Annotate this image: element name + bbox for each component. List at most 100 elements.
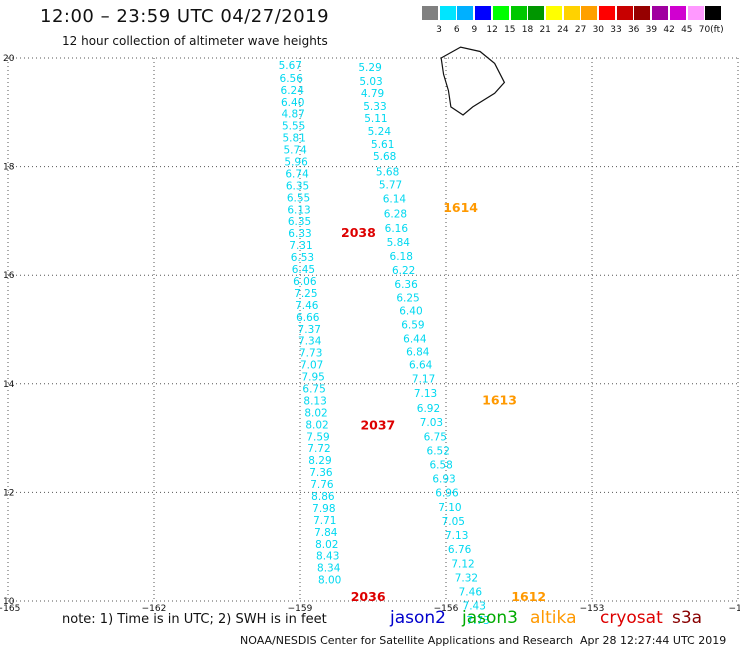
wave-height-value: 7.95 [301,372,324,384]
satellite-jason3: jason3 [462,608,518,628]
wave-height-value: 7.03 [420,417,443,429]
altimeter-tracks: 5.676.566.246.404.875.555.815.745.966.74… [279,60,490,627]
legend-swatch [422,6,438,20]
wave-height-value: 5.29 [358,62,381,74]
wave-height-value: 7.73 [299,348,322,360]
satellite-altika: altika [530,608,577,628]
legend-label: 45 [681,25,693,35]
wave-height-value: 8.34 [317,563,341,575]
legend-label: 36 [627,25,640,35]
wave-height-value: 6.75 [424,431,447,443]
wave-height-value: 5.11 [364,113,387,125]
units-note: note: 1) Time is in UTC; 2) SWH is in fe… [62,612,327,627]
legend-label: 33 [610,25,622,35]
wave-height-value: 8.00 [318,575,341,587]
generated-timestamp: Apr 28 12:27:44 UTC 2019 [580,634,727,647]
wave-height-value: 6.76 [448,544,472,556]
legend-label: 18 [521,25,534,35]
wave-height-value: 8.86 [311,491,335,503]
pass-time-labels: 2038 2037 2036 1614 1613 1612 [341,200,546,604]
map-grid [7,57,739,602]
legend-swatch [457,6,474,20]
legend-swatch [545,6,562,20]
wave-height-value: 7.10 [438,502,461,514]
x-tick-label: −15 [729,604,740,614]
wave-height-value: 6.22 [392,265,415,277]
pass-time-label: 2036 [351,589,386,604]
legend-swatch [599,6,615,20]
wave-height-value: 6.13 [287,204,310,216]
pass-time-label: 1614 [443,200,478,215]
wave-height-value: 7.73 [466,615,489,627]
wave-height-value: 5.96 [284,157,308,169]
legend-label: 12 [486,25,498,35]
wave-height-value: 5.55 [282,121,305,133]
legend-label: 3 [436,25,442,35]
wave-height-value: 5.68 [373,151,396,163]
wave-height-value: 7.84 [314,527,338,539]
wave-height-value: 6.59 [401,319,424,331]
wave-height-value: 5.74 [283,145,307,157]
wave-height-value: 4.79 [361,88,384,100]
wave-height-value: 8.02 [305,419,328,431]
legend-swatch [705,6,722,20]
legend-swatch [439,6,456,20]
wave-height-value: 7.76 [310,479,334,491]
wave-height-value: 7.46 [459,587,483,599]
wave-height-value: 6.93 [432,474,455,486]
wave-height-value: 6.14 [383,193,407,205]
track-east: 5.295.034.795.335.115.245.615.685.685.77… [358,62,489,627]
wave-height-value: 7.25 [294,288,317,300]
legend-label: 6 [453,25,460,35]
legend-swatch [652,6,669,20]
legend-swatch [687,6,704,20]
wave-height-value: 6.74 [285,168,309,180]
wave-height-value: 7.13 [414,388,437,400]
wave-height-value: 7.31 [289,240,312,252]
wave-height-value: 7.59 [306,431,329,443]
pass-time-label: 2038 [341,225,376,240]
wave-height-value: 7.46 [295,300,319,312]
legend-label: 30 [592,25,605,35]
wave-height-value: 6.55 [287,192,310,204]
wave-height-value: 6.40 [281,97,304,109]
wave-height-value: 5.03 [359,76,382,88]
wave-height-value: 7.12 [451,558,474,570]
wave-height-value: 8.02 [315,539,338,551]
wave-height-value: 4.87 [281,109,304,121]
map-title: 12:00 – 23:59 UTC 04/27/2019 [40,6,330,27]
wave-height-value: 5.61 [371,139,394,151]
wave-height-value: 6.44 [403,334,427,346]
wave-height-value: 7.37 [298,324,321,336]
legend-swatch [475,6,492,20]
legend-label: 27 [574,25,587,35]
credit-text: NOAA/NESDIS Center for Satellite Applica… [240,634,574,647]
wave-height-value: 6.53 [291,252,314,264]
wave-height-value: 5.67 [279,60,302,72]
x-tick-label: −162 [142,604,167,614]
y-tick-label: 10 [3,597,15,607]
wave-height-value: 6.45 [292,264,315,276]
wave-height-value: 5.84 [387,237,411,249]
legend-swatch [634,6,651,20]
wave-height-value: 6.16 [385,223,409,235]
wave-height-value: 5.77 [379,179,402,191]
map-subtitle: 12 hour collection of altimeter wave hei… [62,34,328,48]
legend-swatch [563,6,580,20]
wave-height-value: 6.58 [429,460,452,472]
y-tick-label: 16 [3,271,15,281]
wave-height-value: 6.64 [409,360,433,372]
x-tick-label: −159 [288,604,313,614]
legend-swatch [616,6,633,20]
wave-height-value: 5.33 [363,101,386,113]
wave-height-value: 7.36 [309,467,333,479]
legend-label: 21 [539,25,551,35]
pass-time-label: 1613 [482,392,517,407]
wave-height-value: 6.06 [293,276,317,288]
wave-height-value: 6.35 [286,180,309,192]
wave-height-value: 6.66 [296,312,320,324]
wave-height-value: 6.36 [394,279,418,291]
axis-tick-labels: −165 −162 −159 −156 −153 −15 10 12 14 16 18 20 [0,54,740,614]
wave-height-value: 7.05 [442,516,465,528]
